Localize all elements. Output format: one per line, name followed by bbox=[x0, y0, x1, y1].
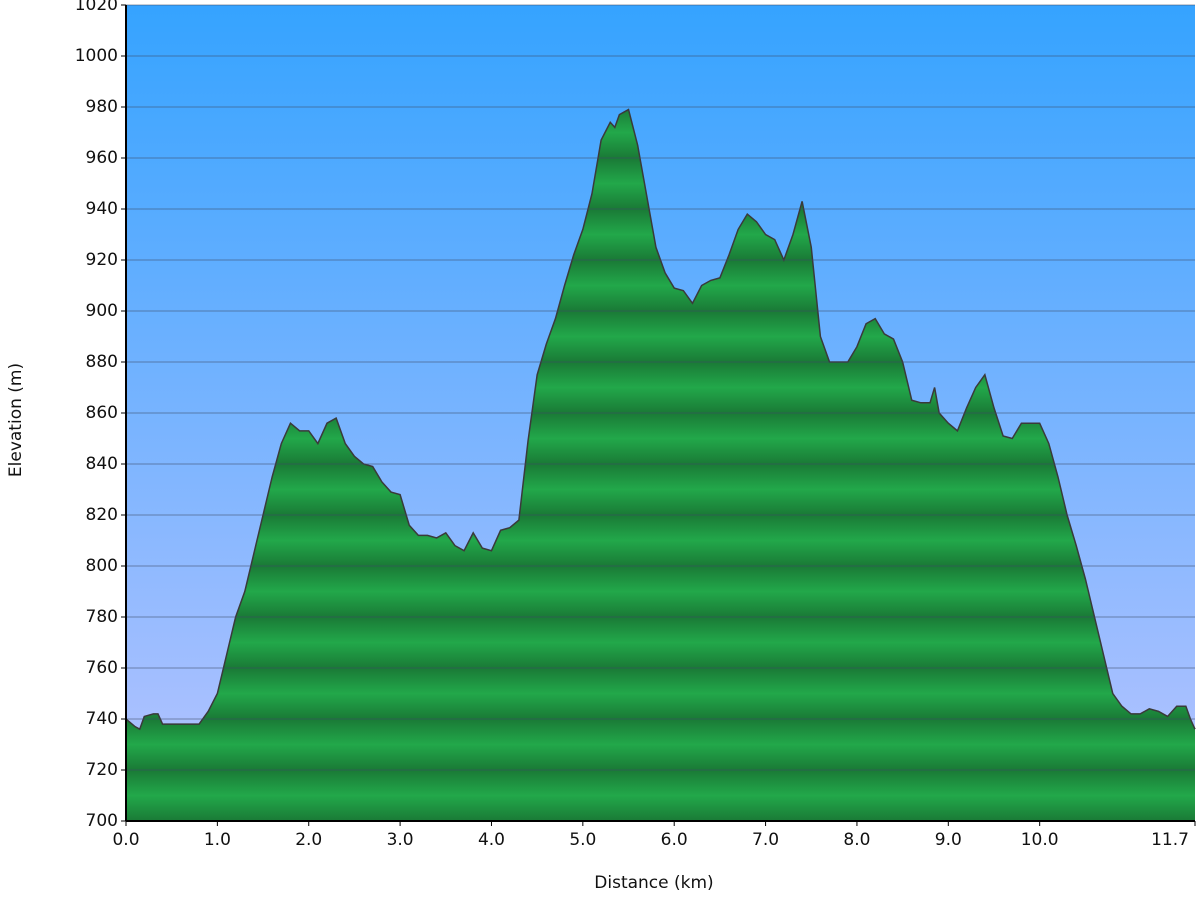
x-tick-label: 11.7 bbox=[1151, 830, 1189, 850]
y-tick-label: 820 bbox=[86, 505, 118, 525]
x-tick-label: 9.0 bbox=[935, 830, 962, 850]
y-tick-label: 800 bbox=[86, 556, 118, 576]
x-tick-label: 8.0 bbox=[843, 830, 870, 850]
x-tick-label: 4.0 bbox=[478, 830, 505, 850]
y-tick-label: 760 bbox=[86, 658, 118, 678]
y-tick-label: 900 bbox=[86, 301, 118, 321]
y-tick-label: 780 bbox=[86, 607, 118, 627]
y-tick-label: 1020 bbox=[75, 0, 118, 15]
y-tick-label: 960 bbox=[86, 148, 118, 168]
x-tick-label: 6.0 bbox=[661, 830, 688, 850]
y-tick-label: 740 bbox=[86, 709, 118, 729]
x-tick-label: 7.0 bbox=[752, 830, 779, 850]
x-tick-label: 1.0 bbox=[204, 830, 231, 850]
x-axis-label: Distance (km) bbox=[594, 873, 713, 893]
elevation-line bbox=[125, 108, 1196, 731]
y-tick-label: 980 bbox=[86, 97, 118, 117]
y-tick-label: 940 bbox=[86, 199, 118, 219]
x-tick-label: 5.0 bbox=[569, 830, 596, 850]
y-tick-label: 1000 bbox=[75, 46, 118, 66]
y-tick-label: 880 bbox=[86, 352, 118, 372]
y-tick-label: 840 bbox=[86, 454, 118, 474]
y-tick-label: 860 bbox=[86, 403, 118, 423]
x-tick-label: 3.0 bbox=[387, 830, 414, 850]
x-tick-label: 0.0 bbox=[112, 830, 139, 850]
x-tick-label: 2.0 bbox=[295, 830, 322, 850]
y-axis-label: Elevation (m) bbox=[6, 363, 26, 477]
x-tick-label: 10.0 bbox=[1021, 830, 1059, 850]
y-tick-label: 700 bbox=[86, 811, 118, 831]
y-tick-label: 920 bbox=[86, 250, 118, 270]
y-tick-label: 720 bbox=[86, 760, 118, 780]
elevation-area bbox=[126, 109, 1195, 822]
